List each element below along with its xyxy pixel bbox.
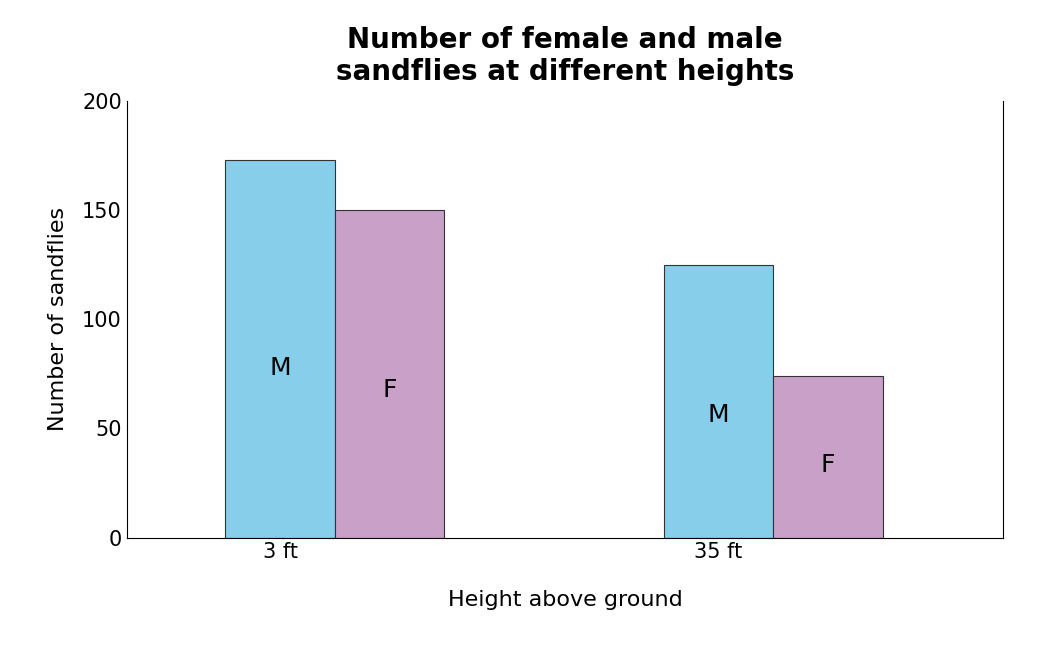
X-axis label: Height above ground: Height above ground	[448, 590, 682, 610]
Bar	[663, 265, 773, 538]
Text: F: F	[821, 453, 835, 477]
Bar	[773, 376, 883, 538]
Bar	[225, 160, 335, 538]
Text: M: M	[269, 355, 290, 380]
Text: M: M	[708, 403, 729, 427]
Bar	[335, 210, 445, 538]
Y-axis label: Number of sandflies: Number of sandflies	[49, 207, 69, 431]
Text: F: F	[382, 378, 397, 402]
Title: Number of female and male
sandflies at different heights: Number of female and male sandflies at d…	[336, 26, 794, 86]
